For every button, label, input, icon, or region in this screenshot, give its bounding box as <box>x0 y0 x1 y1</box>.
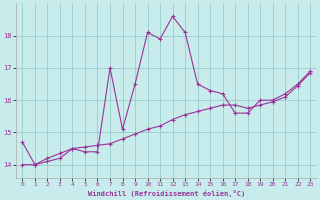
X-axis label: Windchill (Refroidissement éolien,°C): Windchill (Refroidissement éolien,°C) <box>88 190 245 197</box>
